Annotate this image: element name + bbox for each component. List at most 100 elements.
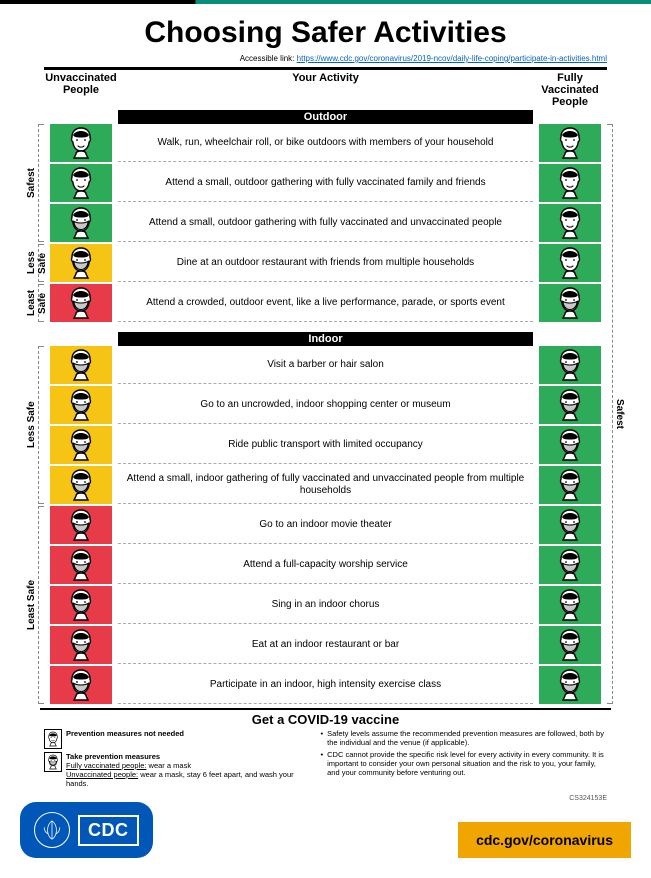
activity-row: Ride public transport with limited occup… — [44, 426, 607, 464]
vaccine-banner: Get a COVID-19 vaccine — [40, 708, 611, 727]
legend-right: Safety levels assume the recommended pre… — [320, 729, 607, 791]
person-mask-icon — [66, 286, 96, 320]
accessible-label: Accessible link: — [240, 54, 295, 63]
page-title: Choosing Safer Activities — [0, 4, 651, 54]
activity-text: Visit a barber or hair salon — [118, 346, 533, 384]
section-header: Outdoor — [118, 110, 533, 124]
unvaccinated-cell — [44, 666, 118, 704]
person-mask-icon — [555, 668, 585, 702]
person-mask-icon — [555, 628, 585, 662]
activity-row: Go to an uncrowded, indoor shopping cent… — [44, 386, 607, 424]
vaccinated-cell — [533, 164, 607, 202]
person-mask-icon — [66, 206, 96, 240]
column-headers: Unvaccinated People Your Activity Fully … — [44, 70, 607, 110]
footer: CDC cdc.gov/coronavirus — [0, 802, 651, 878]
activity-text: Dine at an outdoor restaurant with frien… — [118, 244, 533, 282]
header-mid: Your Activity — [118, 72, 533, 108]
vaccinated-cell — [533, 466, 607, 504]
unvaccinated-cell — [44, 124, 118, 162]
header-right: Fully Vaccinated People — [533, 72, 607, 108]
person-nomask-icon — [555, 246, 585, 280]
person-mask-icon — [555, 588, 585, 622]
person-mask-icon — [66, 388, 96, 422]
legend-bullet-1: Safety levels assume the recommended pre… — [320, 729, 607, 747]
unvaccinated-cell — [44, 204, 118, 242]
person-mask-icon — [66, 508, 96, 542]
activity-text: Attend a small, outdoor gathering with f… — [118, 204, 533, 242]
activity-row: Participate in an indoor, high intensity… — [44, 666, 607, 704]
activity-text: Sing in an indoor chorus — [118, 586, 533, 624]
person-nomask-icon — [555, 206, 585, 240]
unvaccinated-cell — [44, 626, 118, 664]
unvaccinated-cell — [44, 346, 118, 384]
activity-text: Walk, run, wheelchair roll, or bike outd… — [118, 124, 533, 162]
vaccinated-cell — [533, 244, 607, 282]
activity-chart: Unvaccinated People Your Activity Fully … — [44, 67, 607, 704]
safety-label: Safest — [26, 124, 37, 242]
activity-text: Go to an indoor movie theater — [118, 506, 533, 544]
activity-row: Attend a small, indoor gathering of full… — [44, 466, 607, 504]
safety-label: Less Safe — [26, 244, 48, 282]
unvaccinated-cell — [44, 506, 118, 544]
person-mask-icon — [555, 286, 585, 320]
safety-bracket — [38, 346, 44, 504]
person-nomask-icon — [66, 126, 96, 160]
unvaccinated-cell — [44, 586, 118, 624]
vaccinated-cell — [533, 346, 607, 384]
vaccinated-cell — [533, 426, 607, 464]
activity-text: Go to an uncrowded, indoor shopping cent… — [118, 386, 533, 424]
safety-label: Less Safe — [26, 346, 37, 504]
header-left: Unvaccinated People — [44, 72, 118, 108]
activity-row: Sing in an indoor chorus — [44, 586, 607, 624]
activity-text: Ride public transport with limited occup… — [118, 426, 533, 464]
activity-text: Attend a full-capacity worship service — [118, 546, 533, 584]
person-mask-icon — [555, 388, 585, 422]
section-header: Indoor — [118, 332, 533, 346]
safety-bracket — [38, 124, 44, 242]
person-nomask-icon — [66, 166, 96, 200]
legend-mask: Take prevention measures Fully vaccinate… — [44, 752, 308, 788]
safety-label-right: Safest — [614, 124, 625, 704]
legend-nomask-icon — [44, 729, 62, 749]
unvaccinated-cell — [44, 546, 118, 584]
accessible-link-line: Accessible link: https://www.cdc.gov/cor… — [0, 54, 651, 67]
coronavirus-url: cdc.gov/coronavirus — [458, 822, 631, 858]
vaccinated-cell — [533, 284, 607, 322]
activity-row: Eat at an indoor restaurant or bar — [44, 626, 607, 664]
person-mask-icon — [66, 468, 96, 502]
activity-row: Attend a crowded, outdoor event, like a … — [44, 284, 607, 322]
cdc-badge: CDC — [20, 802, 153, 858]
person-nomask-icon — [555, 126, 585, 160]
vaccinated-cell — [533, 386, 607, 424]
vaccinated-cell — [533, 586, 607, 624]
section-rows: Walk, run, wheelchair roll, or bike outd… — [44, 124, 607, 322]
unvaccinated-cell — [44, 386, 118, 424]
safety-label: Least Safe — [26, 506, 37, 704]
activity-row: Dine at an outdoor restaurant with frien… — [44, 244, 607, 282]
legend-nomask-text: Prevention measures not needed — [66, 729, 184, 738]
person-mask-icon — [66, 548, 96, 582]
activity-text: Attend a crowded, outdoor event, like a … — [118, 284, 533, 322]
person-mask-icon — [66, 668, 96, 702]
person-mask-icon — [555, 348, 585, 382]
section-rows: Visit a barber or hair salonGo to an unc… — [44, 346, 607, 704]
legend-bullet-2: CDC cannot provide the specific risk lev… — [320, 750, 607, 777]
vaccinated-cell — [533, 546, 607, 584]
activity-text: Eat at an indoor restaurant or bar — [118, 626, 533, 664]
unvaccinated-cell — [44, 244, 118, 282]
person-mask-icon — [555, 548, 585, 582]
unvaccinated-cell — [44, 426, 118, 464]
safety-bracket — [38, 506, 44, 704]
vaccinated-cell — [533, 124, 607, 162]
safety-bracket-right — [607, 124, 613, 704]
person-mask-icon — [555, 508, 585, 542]
legend-left: Prevention measures not needed Take prev… — [44, 729, 308, 791]
legend-nomask: Prevention measures not needed — [44, 729, 308, 749]
unvaccinated-cell — [44, 284, 118, 322]
unvaccinated-cell — [44, 164, 118, 202]
person-mask-icon — [66, 348, 96, 382]
legend: Prevention measures not needed Take prev… — [44, 729, 607, 791]
unvaccinated-cell — [44, 466, 118, 504]
accessible-link[interactable]: https://www.cdc.gov/coronavirus/2019-nco… — [297, 54, 607, 63]
activity-row: Attend a full-capacity worship service — [44, 546, 607, 584]
